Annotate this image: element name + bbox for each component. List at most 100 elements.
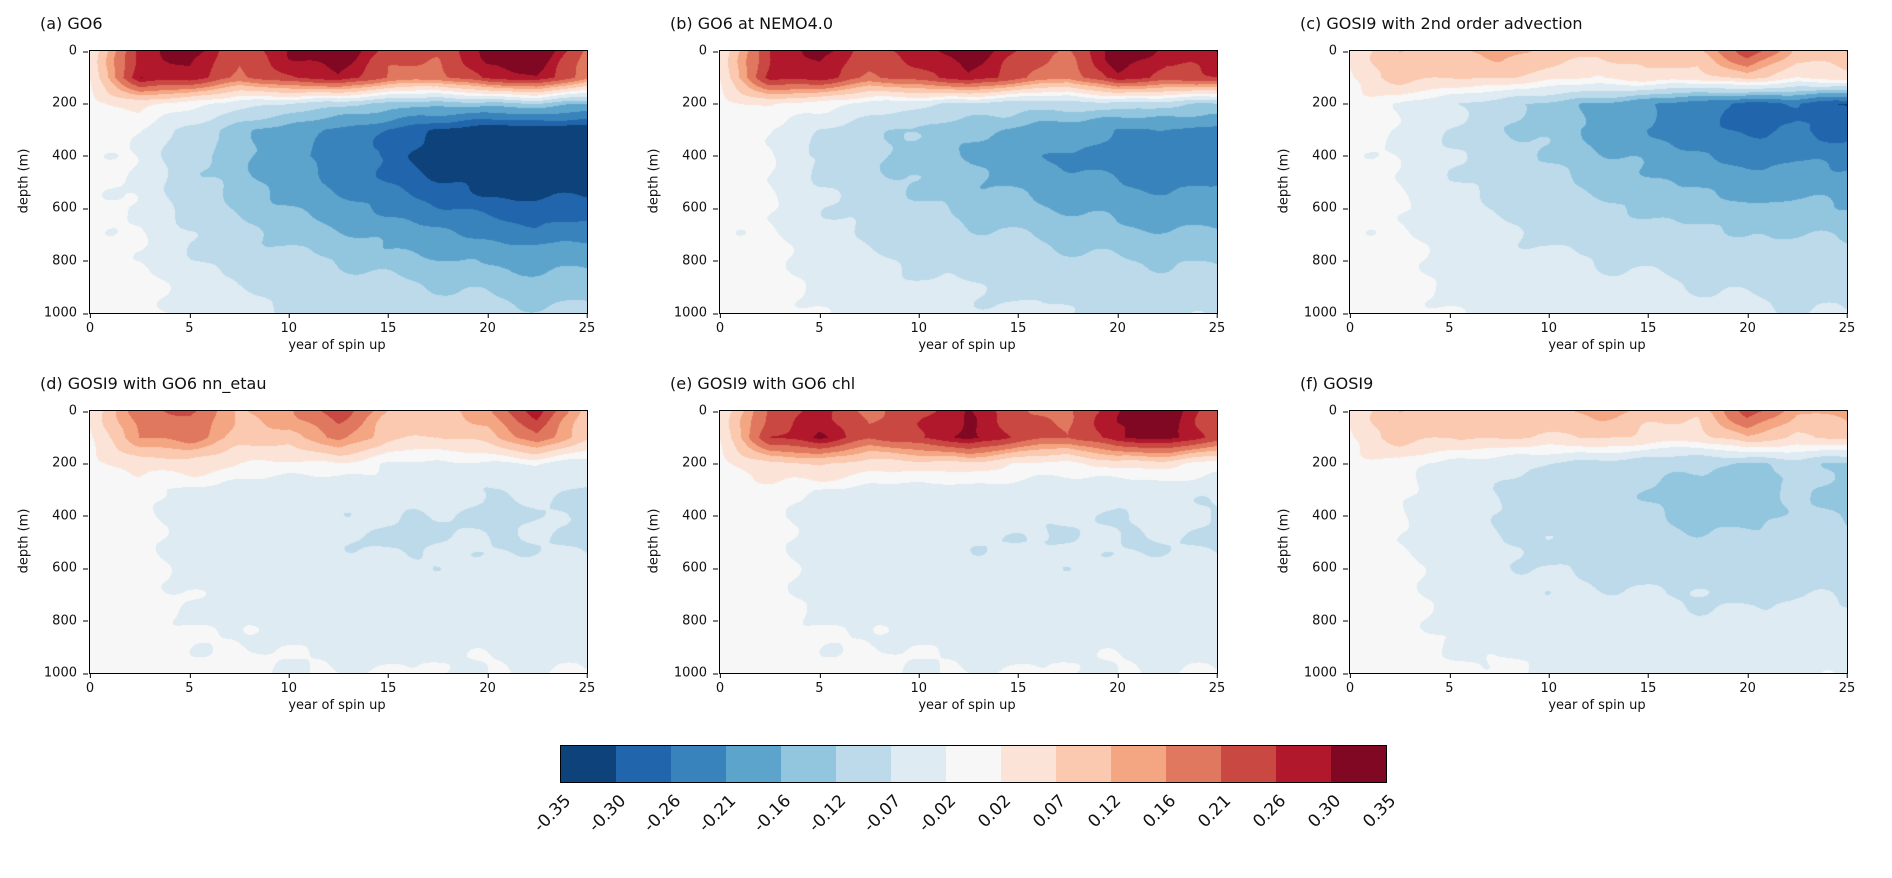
panel-title: (f) GOSI9 <box>1300 374 1374 393</box>
colorbar-segment <box>1056 746 1111 782</box>
y-tick-label: 800 <box>682 613 718 629</box>
panel-title: (c) GOSI9 with 2nd order advection <box>1300 14 1583 33</box>
colorbar-labels: -0.35 -0.30 -0.26 -0.21 -0.16 -0.12 -0.07 -0.02… <box>530 791 1400 876</box>
y-tick-label: 0 <box>1328 403 1349 419</box>
plot-area <box>89 50 588 314</box>
x-axis-ticks: 0 5 10 15 20 25 <box>715 673 1225 696</box>
y-tick-label: 600 <box>52 200 88 216</box>
x-axis-label: year of spin up <box>918 698 1016 713</box>
y-tick-label: 1000 <box>673 665 719 681</box>
x-axis-label: year of spin up <box>918 338 1016 353</box>
y-tick-label: 600 <box>1312 560 1348 576</box>
colorbar-segment <box>1001 746 1056 782</box>
y-axis-ticks: 0 200 400 600 800 1000 <box>1264 404 1349 681</box>
colorbar-segment <box>561 746 616 782</box>
x-axis-ticks: 0 5 10 15 20 25 <box>715 313 1225 336</box>
contour-panel: (c) GOSI9 with 2nd order advection depth… <box>1264 8 1892 360</box>
contour-canvas <box>1350 51 1847 313</box>
y-tick-label: 1000 <box>673 305 719 321</box>
x-tick-label: 10 <box>1540 673 1558 696</box>
colorbar <box>560 745 1387 783</box>
colorbar-group: -0.35 -0.30 -0.26 -0.21 -0.16 -0.12 -0.07 -0.02… <box>530 745 1400 876</box>
x-tick-label: 15 <box>379 673 397 696</box>
y-tick-label: 600 <box>682 200 718 216</box>
y-tick-label: 400 <box>1312 148 1348 164</box>
colorbar-tick-label: 0.02 <box>974 791 1016 832</box>
plot-area <box>1349 50 1848 314</box>
y-tick-label: 800 <box>52 613 88 629</box>
colorbar-tick-label: -0.02 <box>914 791 961 837</box>
contour-canvas <box>90 51 587 313</box>
colorbar-segment <box>946 746 1001 782</box>
x-tick-label: 10 <box>1540 313 1558 336</box>
colorbar-segment <box>1221 746 1276 782</box>
colorbar-segment <box>616 746 671 782</box>
x-tick-label: 0 <box>85 313 95 336</box>
y-tick-label: 200 <box>1312 95 1348 111</box>
x-tick-label: 5 <box>1445 673 1454 696</box>
colorbar-tick-label: 0.16 <box>1139 791 1181 832</box>
x-tick-label: 0 <box>1345 313 1355 336</box>
x-tick-label: 20 <box>1739 313 1756 336</box>
y-tick-label: 400 <box>682 148 718 164</box>
y-tick-label: 400 <box>682 508 718 524</box>
y-tick-label: 200 <box>682 95 718 111</box>
y-tick-label: 1000 <box>1303 305 1349 321</box>
y-tick-label: 600 <box>1312 200 1348 216</box>
y-axis-ticks: 0 200 400 600 800 1000 <box>1264 44 1349 321</box>
colorbar-tick-label: -0.12 <box>804 791 851 837</box>
x-tick-label: 5 <box>185 313 194 336</box>
x-tick-label: 25 <box>1838 313 1856 336</box>
x-tick-label: 25 <box>1838 673 1856 696</box>
y-tick-label: 0 <box>698 403 719 419</box>
y-tick-label: 400 <box>52 148 88 164</box>
plot-area <box>89 410 588 674</box>
x-tick-label: 5 <box>815 673 824 696</box>
contour-panel: (e) GOSI9 with GO6 chl depth (m) 0 200 400… <box>634 368 1264 720</box>
y-tick-label: 200 <box>682 455 718 471</box>
y-tick-label: 0 <box>1328 43 1349 59</box>
panels-grid-row-1: (a) GO6 depth (m) 0 200 400 600 800 1000 0 5 10… <box>4 8 1892 360</box>
panel-title: (b) GO6 at NEMO4.0 <box>670 14 834 33</box>
plot-area <box>1349 410 1848 674</box>
colorbar-segment <box>1276 746 1331 782</box>
y-tick-label: 1000 <box>43 665 89 681</box>
y-tick-label: 800 <box>682 253 718 269</box>
y-tick-label: 800 <box>1312 253 1348 269</box>
x-axis-ticks: 0 5 10 15 20 25 <box>85 313 595 336</box>
colorbar-tick-label: 0.21 <box>1194 791 1236 832</box>
contour-panel: (a) GO6 depth (m) 0 200 400 600 800 1000 0 5 10… <box>4 8 634 360</box>
x-tick-label: 15 <box>1009 673 1027 696</box>
y-axis-ticks: 0 200 400 600 800 1000 <box>4 404 89 681</box>
colorbar-segment <box>1166 746 1221 782</box>
colorbar-tick-label: -0.30 <box>584 791 631 837</box>
y-tick-label: 400 <box>52 508 88 524</box>
contour-canvas <box>720 51 1217 313</box>
colorbar-tick-label: -0.21 <box>694 791 741 837</box>
x-axis-label: year of spin up <box>1548 338 1646 353</box>
colorbar-tick-label: 0.12 <box>1084 791 1126 832</box>
colorbar-segment <box>671 746 726 782</box>
y-axis-ticks: 0 200 400 600 800 1000 <box>4 44 89 321</box>
y-tick-label: 200 <box>52 95 88 111</box>
colorbar-tick-label: -0.26 <box>639 791 686 837</box>
x-tick-label: 0 <box>715 313 725 336</box>
x-tick-label: 5 <box>185 673 194 696</box>
x-axis-label: year of spin up <box>288 698 386 713</box>
x-axis-ticks: 0 5 10 15 20 25 <box>1345 313 1855 336</box>
x-tick-label: 5 <box>1445 313 1454 336</box>
x-tick-label: 20 <box>479 673 496 696</box>
y-tick-label: 0 <box>698 43 719 59</box>
x-tick-label: 0 <box>715 673 725 696</box>
x-axis-ticks: 0 5 10 15 20 25 <box>1345 673 1855 696</box>
x-tick-label: 25 <box>1208 673 1226 696</box>
contour-canvas <box>1350 411 1847 673</box>
y-tick-label: 200 <box>52 455 88 471</box>
y-tick-label: 800 <box>52 253 88 269</box>
colorbar-tick-label: -0.35 <box>529 791 576 837</box>
x-tick-label: 20 <box>1109 673 1126 696</box>
x-tick-label: 15 <box>1639 673 1657 696</box>
x-tick-label: 0 <box>1345 673 1355 696</box>
y-tick-label: 1000 <box>1303 665 1349 681</box>
